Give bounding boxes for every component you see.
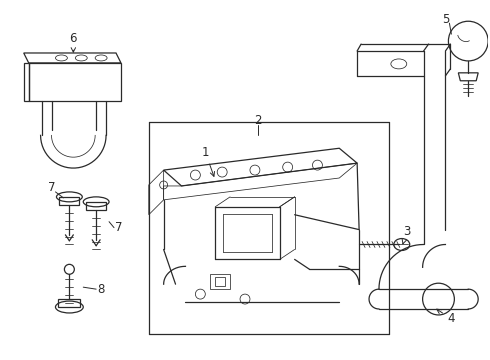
Text: 1: 1 (201, 146, 215, 176)
Text: 5: 5 (442, 13, 449, 26)
Text: 6: 6 (70, 32, 77, 52)
Text: 3: 3 (402, 225, 411, 244)
Text: 8: 8 (98, 283, 105, 296)
Text: 4: 4 (437, 309, 455, 325)
Text: 7: 7 (115, 221, 122, 234)
Text: 2: 2 (254, 114, 262, 127)
Text: 7: 7 (48, 181, 55, 194)
